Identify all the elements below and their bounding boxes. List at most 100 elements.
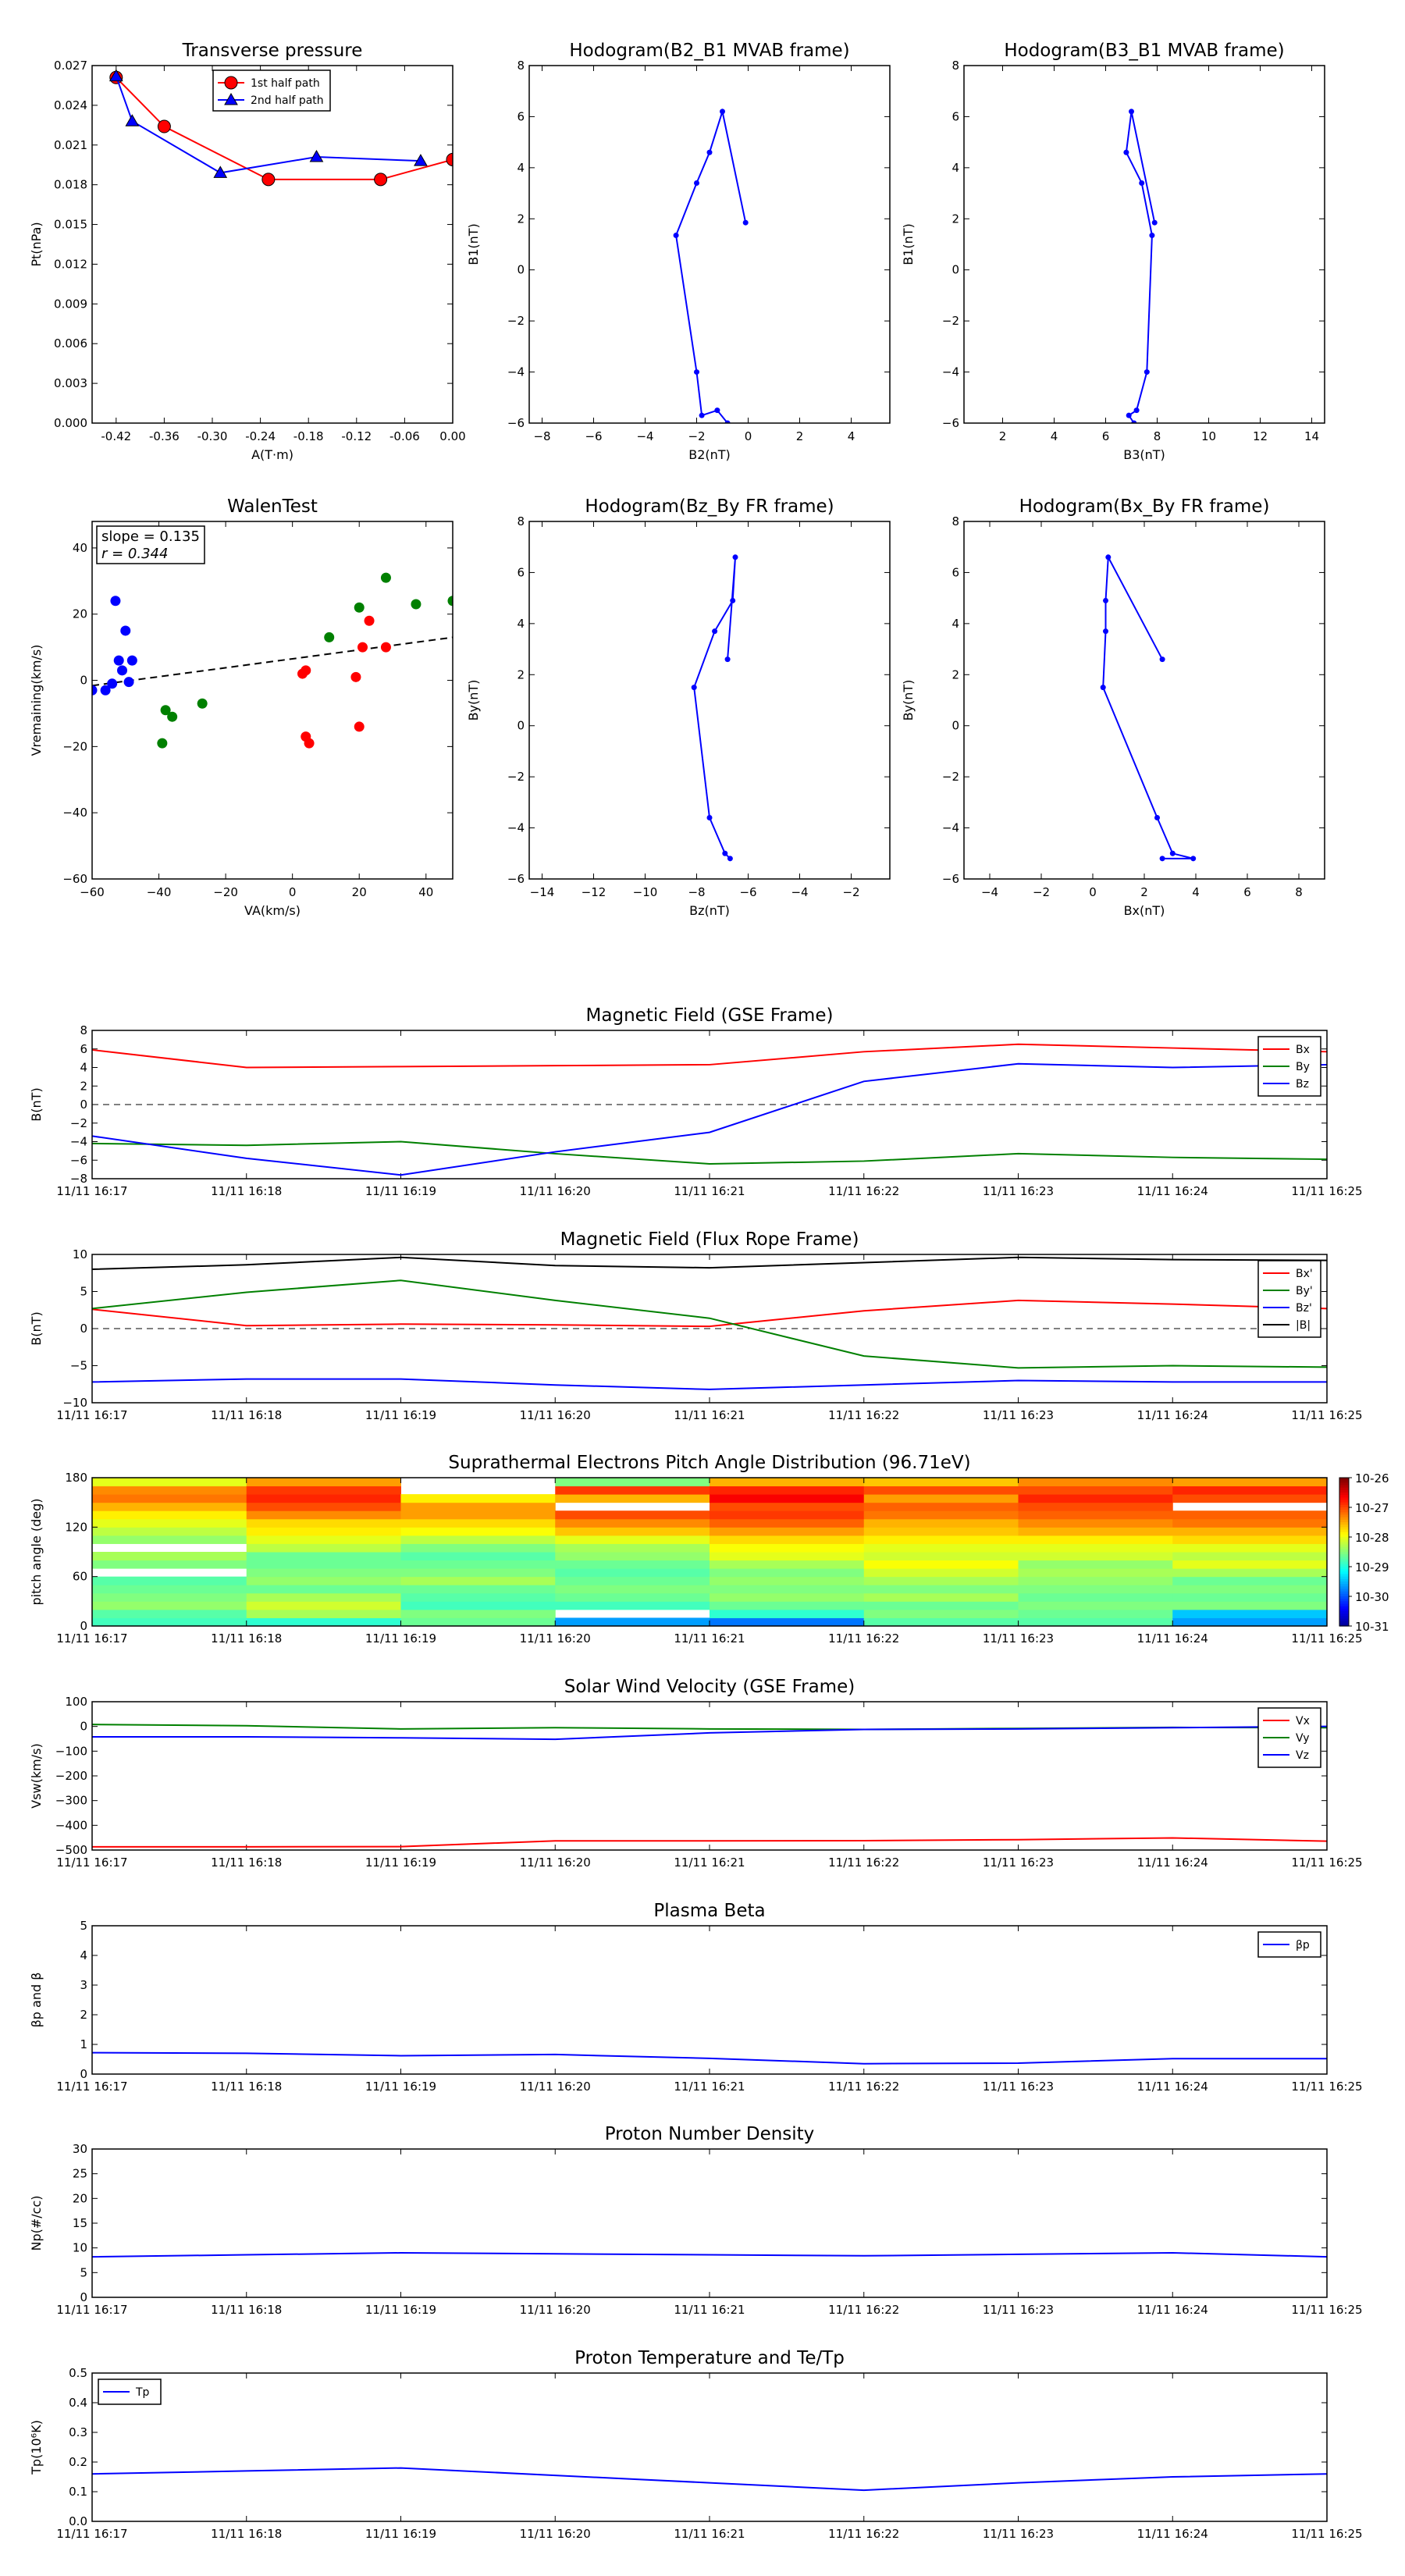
annotation-slope: slope = 0.135 [101,528,200,545]
data-point [714,407,720,414]
x-tick-label: -0.18 [293,429,324,443]
y-tick-label: 40 [73,541,87,555]
colorbar-segment [1339,1571,1349,1575]
colorbar-segment [1339,1591,1349,1595]
chart-title: Hodogram(Bx_By FR frame) [1019,496,1270,517]
heatmap-cell [246,1494,401,1503]
x-axis-label: B2(nT) [688,447,731,462]
data-point [261,173,276,187]
time-tick-label: 11/11 16:20 [520,1184,591,1198]
heatmap-cell [710,1617,865,1627]
y-tick-label: 0 [80,1619,87,1633]
chart-title: Solar Wind Velocity (GSE Frame) [564,1677,855,1697]
heatmap-cell [863,1527,1019,1536]
y-axis-label: B(nT) [29,1087,44,1121]
heatmap-cell [92,1552,247,1561]
scatter-point [380,642,391,653]
scatter-point [350,671,361,682]
scatter-point [123,677,134,688]
y-tick-label: −6 [507,872,525,886]
colorbar-segment [1339,1578,1349,1582]
data-point [712,628,718,635]
heatmap-cell [400,1502,556,1511]
time-tick-label: 11/11 16:17 [56,1631,127,1646]
scatter-point [113,655,124,666]
y-tick-label: 10 [73,2241,87,2255]
heatmap-cell [400,1585,556,1594]
heatmap-cell [246,1576,401,1585]
heatmap-cell [555,1485,710,1495]
legend-label: Vy [1296,1732,1310,1745]
x-tick-label: 2 [796,429,804,443]
time-tick-label: 11/11 16:18 [211,2527,282,2541]
heatmap-cell [863,1552,1019,1561]
y-axis-label: Vremaining(km/s) [29,645,44,756]
colorbar-segment [1339,1495,1349,1498]
y-tick-label: 4 [80,1061,87,1075]
colorbar-segment [1339,1616,1349,1620]
time-tick-label: 11/11 16:19 [365,2303,436,2317]
heatmap-cell [246,1592,401,1602]
y-tick-label: 0 [951,719,959,733]
scatter-point [110,596,121,607]
y-tick-label: 0.015 [54,218,87,232]
y-tick-label: −4 [942,365,959,379]
heatmap-cell [246,1552,401,1561]
heatmap-cell [710,1601,865,1610]
x-tick-label: −20 [213,885,238,899]
colorbar-segment [1339,1552,1349,1555]
heatmap-cell [400,1576,556,1585]
time-tick-label: 11/11 16:25 [1291,2080,1362,2094]
x-axis-label: B3(nT) [1123,447,1165,462]
series-line [91,2251,1328,2258]
heatmap-cell [400,1527,556,1536]
heatmap-cell [1018,1478,1173,1487]
series-line [91,1378,1327,1390]
plot-frame [91,1477,1328,1627]
y-tick-label: 2 [80,1079,87,1093]
heatmap-cell [400,1552,556,1561]
heatmap-cell [246,1585,401,1594]
colorbar-segment [1339,1502,1349,1506]
time-tick-label: 11/11 16:24 [1137,1184,1208,1198]
y-tick-label: 0 [517,719,525,733]
y-axis-label: pitch angle (deg) [29,1498,44,1605]
y-tick-label: 0.027 [54,59,87,73]
y-tick-label: 0 [80,2067,87,2081]
colorbar-segment [1339,1525,1349,1528]
colorbar-label: 10-30 [1355,1590,1389,1604]
scatter-point [120,625,131,636]
heatmap-cell [1172,1535,1328,1544]
series-line [91,1043,1328,1069]
time-tick-label: 11/11 16:19 [365,1631,436,1646]
y-tick-label: 30 [73,2142,87,2156]
data-point [1129,109,1134,115]
heatmap-cell [555,1576,710,1585]
y-axis-label: B(nT) [29,1311,44,1345]
y-tick-label: 180 [65,1471,87,1485]
x-tick-label: 12 [1253,429,1268,443]
heatmap-cell [1018,1518,1173,1528]
y-tick-label: 3 [80,1978,87,1992]
time-tick-label: 11/11 16:20 [520,2080,591,2094]
scatter-point [380,572,391,583]
series-line [693,557,736,859]
x-tick-label: -0.06 [389,429,420,443]
y-tick-label: −4 [507,821,525,835]
colorbar-segment [1339,1507,1349,1510]
colorbar-segment [1339,1621,1349,1624]
data-point [1154,814,1160,820]
data-point [224,92,238,105]
y-tick-label: 0 [80,2290,87,2304]
x-tick-label: −2 [688,429,705,443]
x-tick-label: -0.30 [197,429,228,443]
data-point [706,149,713,155]
plot-area [108,69,453,187]
y-tick-label: 0.003 [54,376,87,390]
x-tick-label: 8 [1154,429,1161,443]
time-tick-label: 11/11 16:17 [56,1856,127,1870]
heatmap-cell [710,1560,865,1569]
x-tick-label: -0.24 [245,429,276,443]
legend-label: |B| [1296,1319,1311,1332]
heatmap-cell [1018,1576,1173,1585]
